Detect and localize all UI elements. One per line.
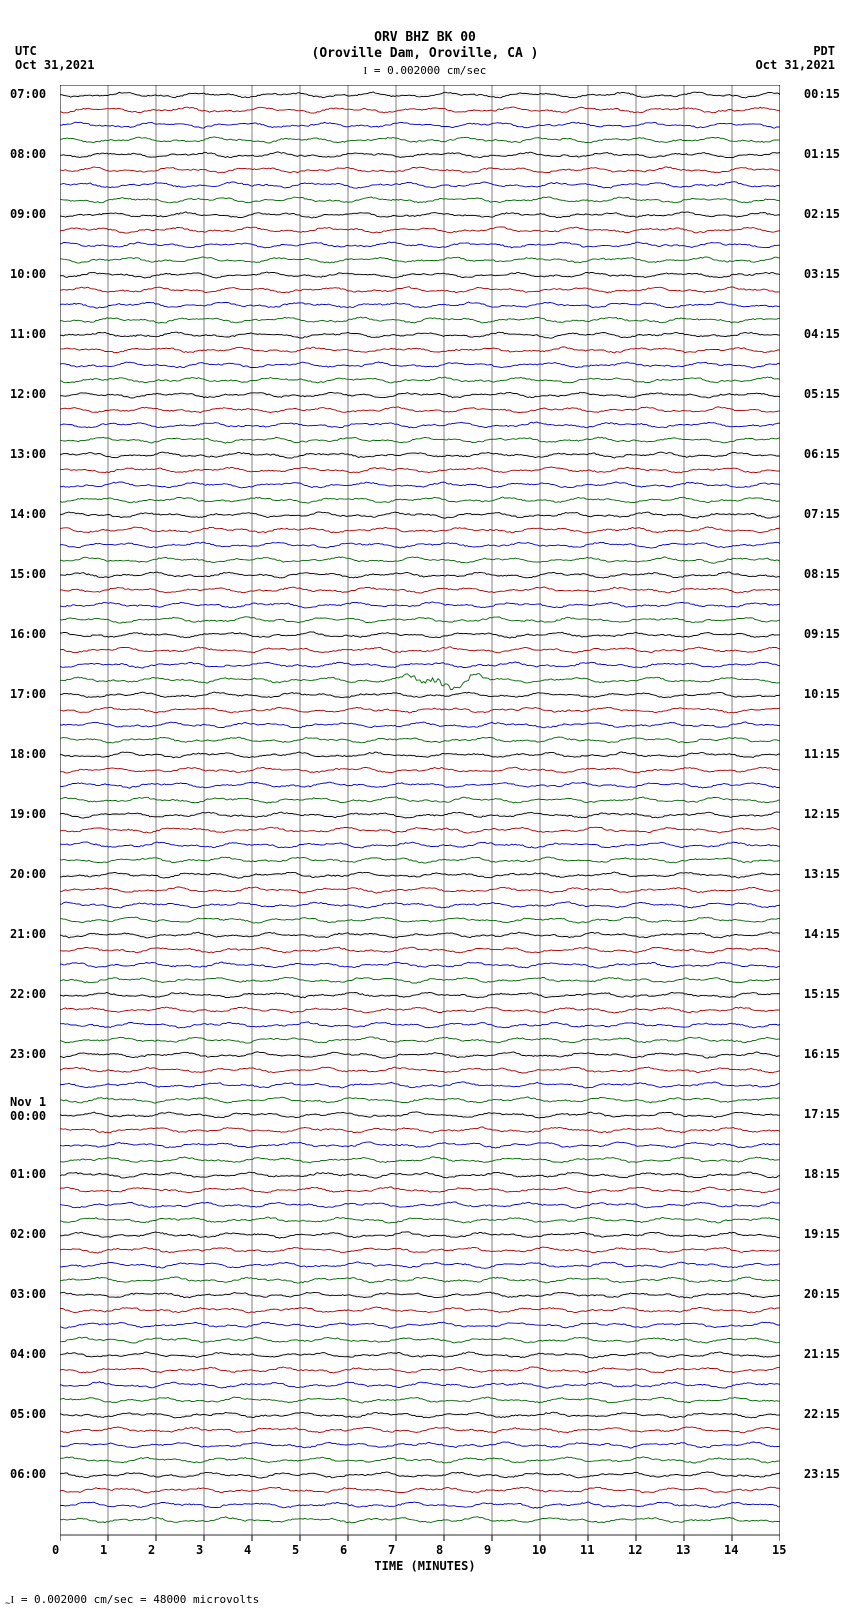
x-tick-label: 13 — [676, 1543, 690, 1557]
right-hour-label: 13:15 — [804, 867, 840, 881]
right-hour-label: 01:15 — [804, 147, 840, 161]
x-tick-label: 14 — [724, 1543, 738, 1557]
right-hour-label: 12:15 — [804, 807, 840, 821]
timezone-left: UTC — [15, 44, 37, 58]
title-line1: ORV BHZ BK 00 — [0, 30, 850, 45]
x-tick-label: 3 — [196, 1543, 203, 1557]
right-hour-label: 19:15 — [804, 1227, 840, 1241]
left-hour-label: 23:00 — [10, 1047, 46, 1061]
left-hour-label: 03:00 — [10, 1287, 46, 1301]
left-hour-label: 04:00 — [10, 1347, 46, 1361]
left-hour-label: 17:00 — [10, 687, 46, 701]
left-hour-label: 20:00 — [10, 867, 46, 881]
right-hour-label: 15:15 — [804, 987, 840, 1001]
left-hour-label: 21:00 — [10, 927, 46, 941]
date-right: Oct 31,2021 — [756, 58, 835, 72]
left-hour-label: 05:00 — [10, 1407, 46, 1421]
left-hour-label: 01:00 — [10, 1167, 46, 1181]
left-hour-label: 06:00 — [10, 1467, 46, 1481]
left-hour-label: 18:00 — [10, 747, 46, 761]
right-hour-label: 21:15 — [804, 1347, 840, 1361]
right-hour-label: 18:15 — [804, 1167, 840, 1181]
right-hour-label: 14:15 — [804, 927, 840, 941]
right-hour-label: 17:15 — [804, 1107, 840, 1121]
x-tick-label: 15 — [772, 1543, 786, 1557]
right-hour-label: 07:15 — [804, 507, 840, 521]
left-hour-label: 12:00 — [10, 387, 46, 401]
x-tick-label: 6 — [340, 1543, 347, 1557]
x-tick-label: 11 — [580, 1543, 594, 1557]
x-tick-label: 10 — [532, 1543, 546, 1557]
left-hour-label: 09:00 — [10, 207, 46, 221]
seismogram-plot — [60, 85, 780, 1565]
right-hour-label: 09:15 — [804, 627, 840, 641]
x-tick-label: 5 — [292, 1543, 299, 1557]
left-hour-label: 02:00 — [10, 1227, 46, 1241]
right-hour-label: 20:15 — [804, 1287, 840, 1301]
left-hour-label: Nov 1 — [10, 1095, 46, 1109]
title-line2: (Oroville Dam, Oroville, CA ) — [0, 46, 850, 61]
right-hour-label: 11:15 — [804, 747, 840, 761]
x-tick-label: 7 — [388, 1543, 395, 1557]
scale-indicator: I = 0.002000 cm/sec — [0, 64, 850, 77]
right-hour-label: 05:15 — [804, 387, 840, 401]
right-hour-label: 00:15 — [804, 87, 840, 101]
x-tick-label: 9 — [484, 1543, 491, 1557]
x-tick-label: 4 — [244, 1543, 251, 1557]
left-hour-label: 11:00 — [10, 327, 46, 341]
left-hour-label: 13:00 — [10, 447, 46, 461]
right-hour-label: 02:15 — [804, 207, 840, 221]
left-hour-label: 10:00 — [10, 267, 46, 281]
right-hour-label: 10:15 — [804, 687, 840, 701]
left-hour-label: 08:00 — [10, 147, 46, 161]
right-hour-label: 06:15 — [804, 447, 840, 461]
timezone-right: PDT — [813, 44, 835, 58]
left-hour-label: 07:00 — [10, 87, 46, 101]
right-hour-label: 03:15 — [804, 267, 840, 281]
x-tick-label: 12 — [628, 1543, 642, 1557]
left-hour-label: 00:00 — [10, 1109, 46, 1123]
left-hour-label: 22:00 — [10, 987, 46, 1001]
x-axis-label: TIME (MINUTES) — [0, 1559, 850, 1573]
left-hour-label: 19:00 — [10, 807, 46, 821]
right-hour-label: 23:15 — [804, 1467, 840, 1481]
right-hour-label: 16:15 — [804, 1047, 840, 1061]
x-tick-label: 1 — [100, 1543, 107, 1557]
left-hour-label: 15:00 — [10, 567, 46, 581]
x-tick-label: 8 — [436, 1543, 443, 1557]
right-hour-label: 22:15 — [804, 1407, 840, 1421]
date-left: Oct 31,2021 — [15, 58, 94, 72]
right-hour-label: 04:15 — [804, 327, 840, 341]
x-tick-label: 0 — [52, 1543, 59, 1557]
right-hour-label: 08:15 — [804, 567, 840, 581]
footer-scale: ~I = 0.002000 cm/sec = 48000 microvolts — [5, 1593, 259, 1609]
seismogram-container: ORV BHZ BK 00 (Oroville Dam, Oroville, C… — [0, 0, 850, 1613]
left-hour-label: 14:00 — [10, 507, 46, 521]
x-tick-label: 2 — [148, 1543, 155, 1557]
left-hour-label: 16:00 — [10, 627, 46, 641]
